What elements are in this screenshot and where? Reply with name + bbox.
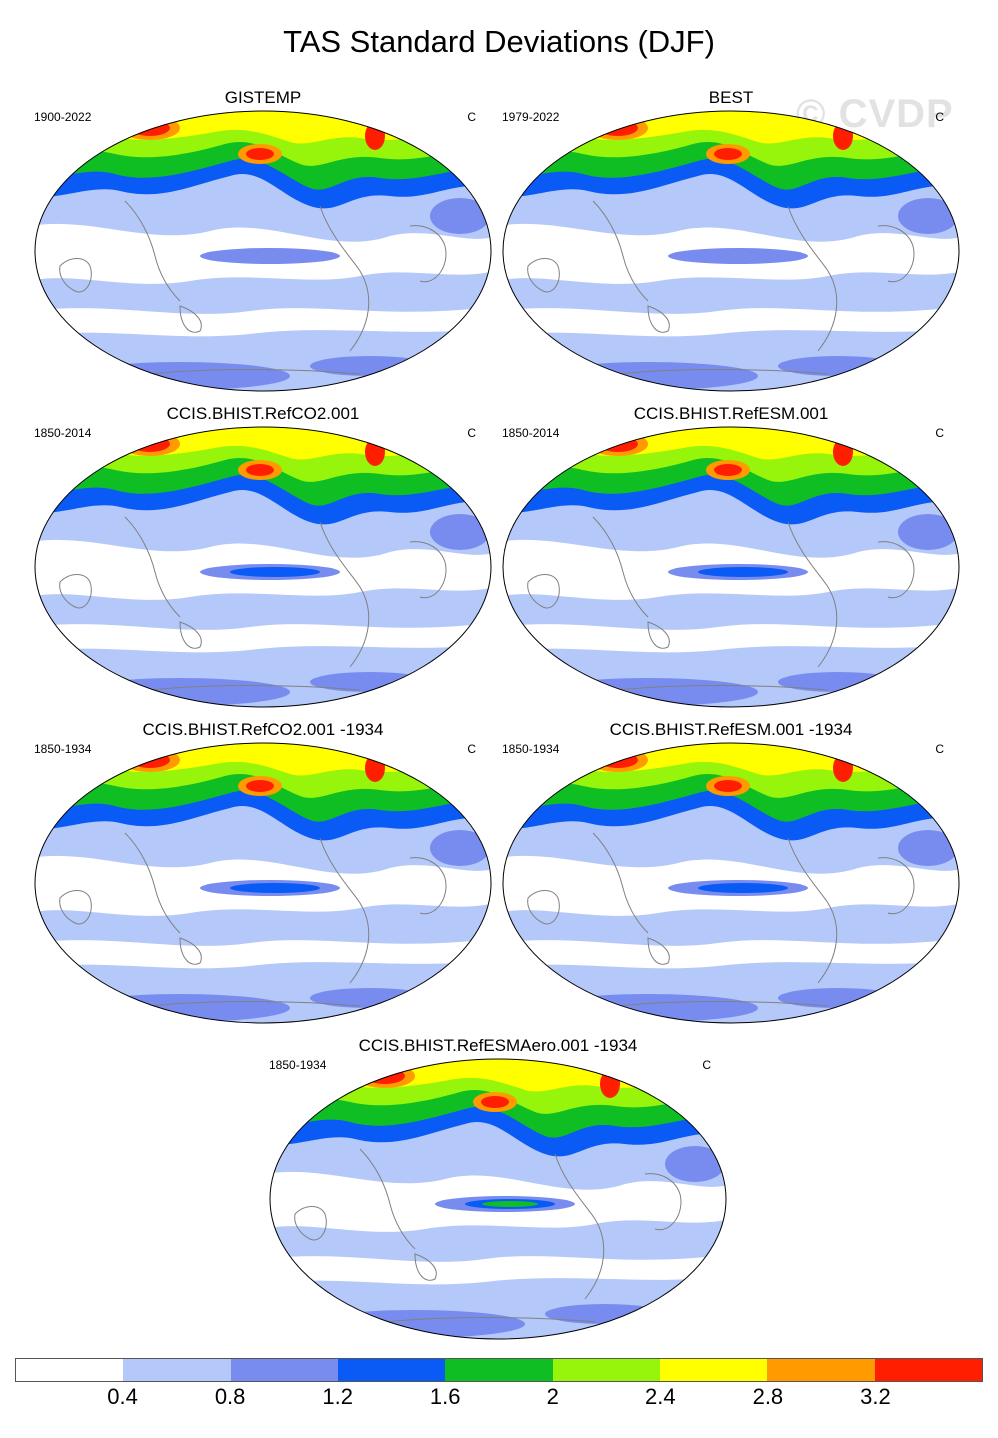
colorbar-swatch <box>874 1359 982 1381</box>
colorbar-tick-label: 3.2 <box>860 1384 891 1409</box>
panel-period: 1850-2014 <box>502 426 560 440</box>
colorbar-swatch <box>552 1359 660 1381</box>
map-panel-refesm-1934: CCIS.BHIST.RefESM.001 -1934 1850-1934 C <box>498 720 964 1024</box>
colorbar-swatch <box>337 1359 446 1381</box>
stddev-map <box>269 1058 727 1340</box>
colorbar-swatch <box>123 1359 231 1381</box>
stddev-map <box>502 426 960 708</box>
colorbar-swatch <box>16 1359 124 1381</box>
colorbar-tick-label: 2.8 <box>752 1384 784 1409</box>
panel-unit: C <box>467 110 476 124</box>
colorbar-swatch <box>230 1359 338 1381</box>
figure-title: TAS Standard Deviations (DJF) <box>283 24 715 59</box>
colorbar-swatch <box>445 1359 553 1381</box>
map-panel-refesmaero-1934: CCIS.BHIST.RefESMAero.001 -1934 1850-193… <box>265 1036 731 1340</box>
panel-unit: C <box>935 110 944 124</box>
panel-unit: C <box>467 742 476 756</box>
stddev-map <box>502 742 960 1024</box>
colorbar <box>15 1358 983 1382</box>
panel-title: CCIS.BHIST.RefCO2.001 <box>166 404 360 423</box>
panel-title: GISTEMP <box>224 88 302 107</box>
stddev-map <box>34 742 492 1024</box>
colorbar-tick-label: 0.4 <box>107 1384 138 1409</box>
panel-period: 1979-2022 <box>502 110 560 124</box>
panel-period: 1850-1934 <box>502 742 560 756</box>
panel-unit: C <box>935 742 944 756</box>
map-panel-refco2: CCIS.BHIST.RefCO2.001 1850-2014 C <box>30 404 496 708</box>
colorbar-tick-label: 1.6 <box>429 1384 461 1409</box>
stddev-map <box>34 426 492 708</box>
panel-title: CCIS.BHIST.RefCO2.001 -1934 <box>142 720 384 739</box>
colorbar-tick-label: 0.8 <box>214 1384 246 1409</box>
stddev-map <box>34 110 492 392</box>
colorbar-tick-label: 1.2 <box>322 1384 353 1409</box>
panel-title: CCIS.BHIST.RefESMAero.001 -1934 <box>358 1036 638 1055</box>
map-panel-best: BEST 1979-2022 C <box>498 88 964 392</box>
panel-unit: C <box>702 1058 711 1072</box>
colorbar-tick-label: 2 <box>546 1384 559 1409</box>
panel-period: 1850-2014 <box>34 426 92 440</box>
panel-period: 1850-1934 <box>269 1058 327 1072</box>
panel-title: BEST <box>708 88 754 107</box>
colorbar-swatch <box>659 1359 768 1381</box>
panel-unit: C <box>467 426 476 440</box>
colorbar-tick-label: 2.4 <box>645 1384 676 1409</box>
panel-unit: C <box>935 426 944 440</box>
map-panel-refco2-1934: CCIS.BHIST.RefCO2.001 -1934 1850-1934 C <box>30 720 496 1024</box>
stddev-map <box>502 110 960 392</box>
panel-title: CCIS.BHIST.RefESM.001 <box>633 404 829 423</box>
map-panel-gistemp: GISTEMP 1900-2022 C <box>30 88 496 392</box>
panel-period: 1900-2022 <box>34 110 92 124</box>
colorbar-swatch <box>767 1359 875 1381</box>
panel-title: CCIS.BHIST.RefESM.001 -1934 <box>609 720 853 739</box>
panel-period: 1850-1934 <box>34 742 92 756</box>
map-panel-refesm: CCIS.BHIST.RefESM.001 1850-2014 C <box>498 404 964 708</box>
